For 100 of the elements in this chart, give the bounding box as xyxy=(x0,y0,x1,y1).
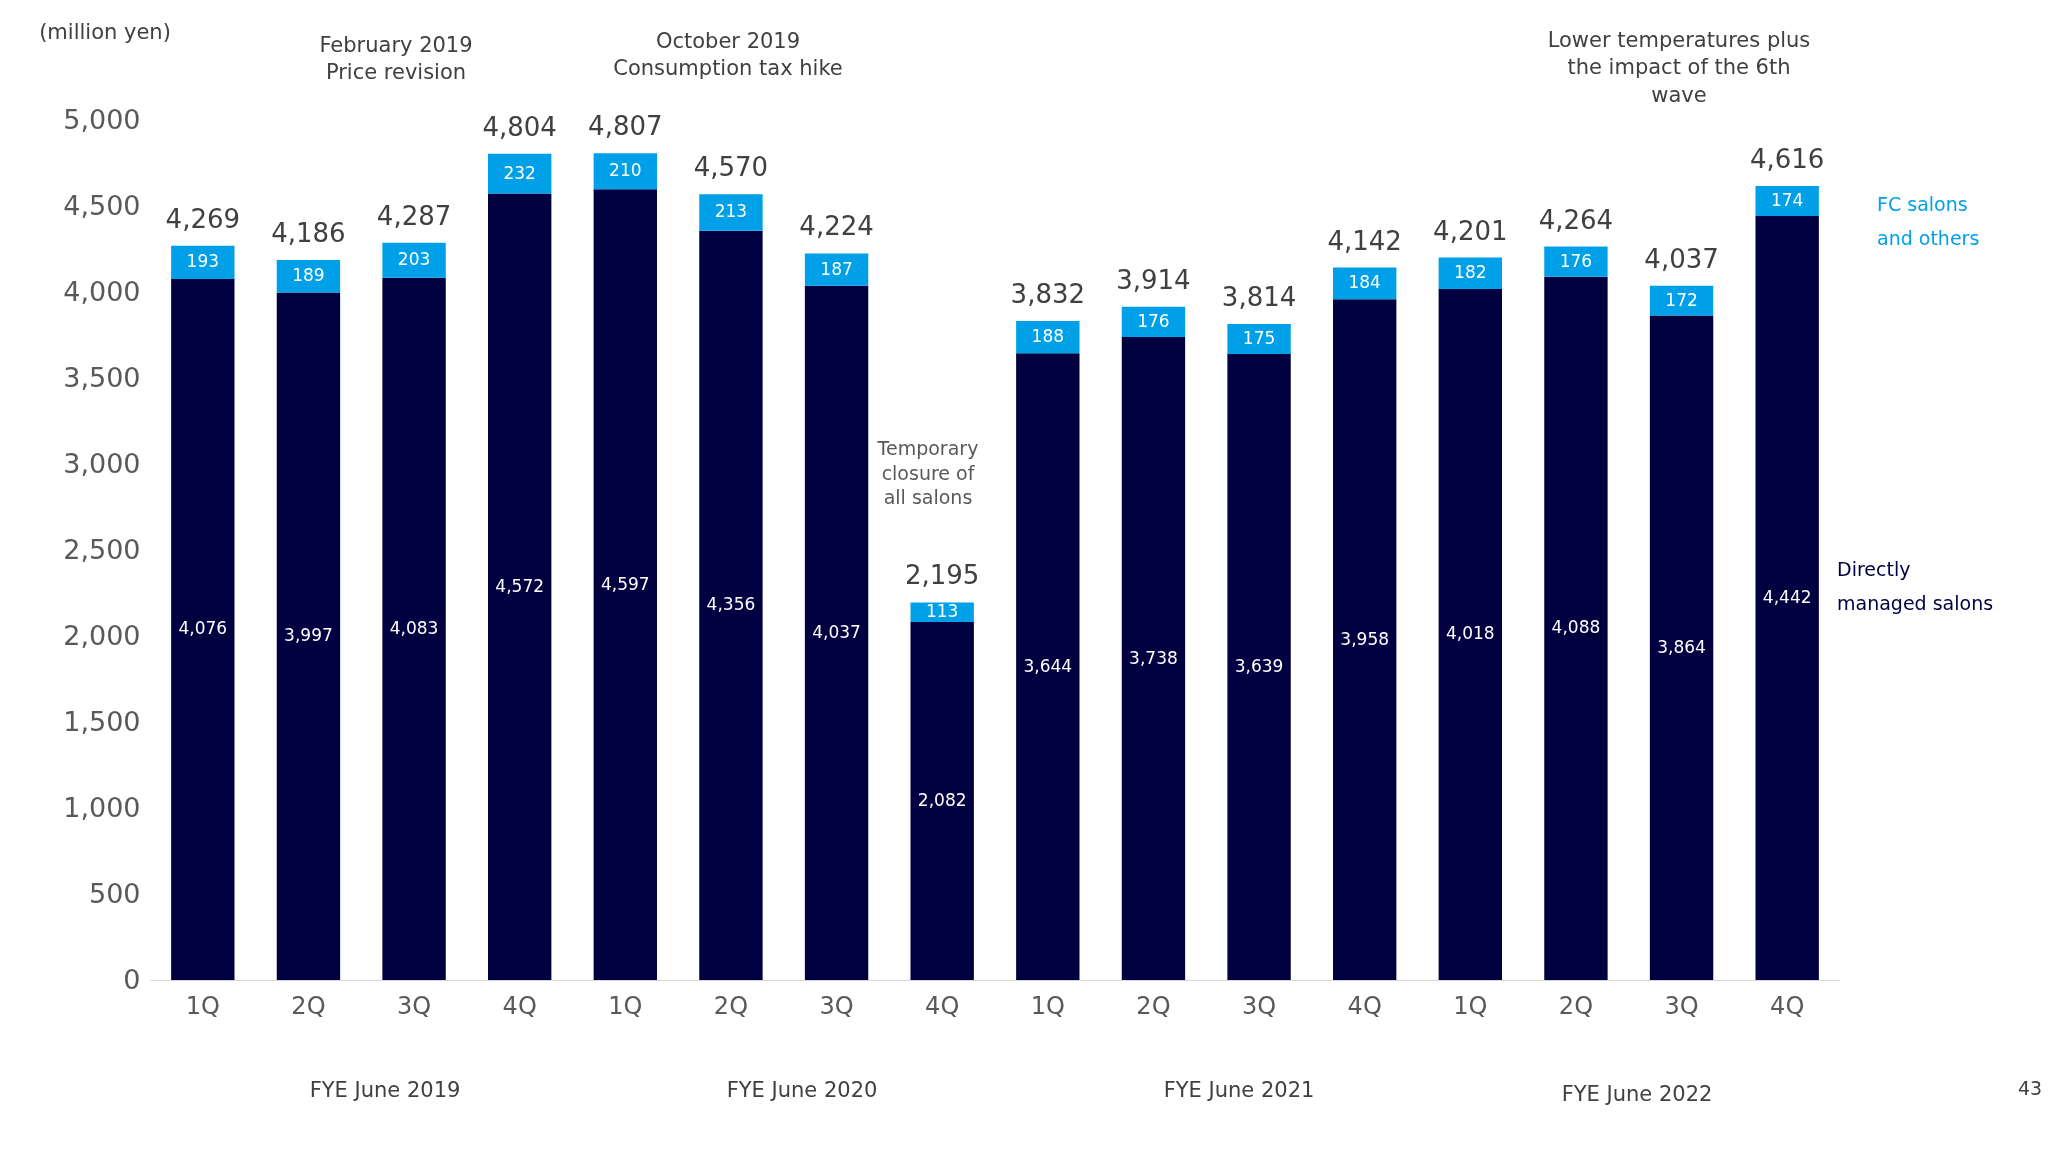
data-label: 3,997 xyxy=(284,625,333,646)
bar xyxy=(488,153,552,194)
text: February 2019 Price revision xyxy=(319,33,473,85)
data-label: 3,864 xyxy=(1657,636,1706,657)
annotation: Temporary closure of all salons xyxy=(876,437,979,509)
series-label: Directly managed salons xyxy=(1837,558,1994,614)
bar xyxy=(171,278,235,980)
data-label: 4,356 xyxy=(706,594,756,615)
y-axis-title: (million yen) xyxy=(39,20,171,44)
y-tick-label: 500 xyxy=(88,877,141,909)
total-label: 3,832 xyxy=(1010,278,1086,309)
text: Lower temperatures plus the impact of the 6th wave xyxy=(1547,28,1811,107)
total-label: 4,186 xyxy=(271,218,346,249)
total-label: 4,804 xyxy=(482,111,557,142)
y-tick-label: 1,000 xyxy=(63,791,141,823)
total-label: 4,616 xyxy=(1749,144,1825,175)
data-label: 184 xyxy=(1348,272,1381,293)
data-label: 4,037 xyxy=(812,621,861,642)
y-tick-label: 0 xyxy=(123,963,141,995)
total-label: 3,814 xyxy=(1221,281,1297,312)
bar xyxy=(699,230,763,980)
data-label: 2,082 xyxy=(917,789,967,810)
x-tick-label: 3Q xyxy=(819,991,854,1020)
bar xyxy=(1438,288,1502,980)
total-label: 4,269 xyxy=(165,203,241,234)
x-tick-label: 1Q xyxy=(185,991,220,1020)
bar xyxy=(276,260,341,293)
total-label: 4,264 xyxy=(1538,204,1614,235)
bar xyxy=(488,193,552,980)
total-label: 2,195 xyxy=(904,560,980,591)
x-tick-label: 4Q xyxy=(925,991,960,1020)
total-label: 4,570 xyxy=(693,152,769,183)
bar xyxy=(593,153,657,190)
data-label: 232 xyxy=(503,162,536,183)
y-tick-label: 4,000 xyxy=(63,275,141,307)
total-label: 4,142 xyxy=(1327,225,1402,256)
text: FC salons and others xyxy=(1877,193,1980,249)
bar xyxy=(910,621,974,980)
data-label: 189 xyxy=(292,265,325,286)
bar xyxy=(593,189,657,980)
x-tick-label: 1Q xyxy=(1030,991,1065,1020)
data-label: 182 xyxy=(1454,262,1487,283)
data-label: 193 xyxy=(186,251,220,272)
data-label: 4,076 xyxy=(178,618,228,639)
data-label: 175 xyxy=(1242,328,1276,349)
data-label: 213 xyxy=(714,201,748,222)
data-label: 113 xyxy=(925,601,959,622)
data-label: 210 xyxy=(609,160,642,181)
data-label: 4,088 xyxy=(1551,617,1601,638)
data-label: 176 xyxy=(1137,310,1170,331)
text: FYE June 2022 xyxy=(1561,1082,1713,1106)
x-tick-label: 1Q xyxy=(1453,991,1488,1020)
bar xyxy=(382,242,446,278)
text: FYE June 2019 xyxy=(309,1078,461,1102)
total-label: 4,224 xyxy=(799,211,874,242)
x-tick-label: 4Q xyxy=(1770,991,1805,1020)
bar xyxy=(699,194,763,231)
data-label: 187 xyxy=(820,258,853,279)
x-tick-label: 4Q xyxy=(1347,991,1382,1020)
data-label: 188 xyxy=(1031,326,1065,347)
data-label: 176 xyxy=(1559,250,1593,271)
data-label: 3,639 xyxy=(1234,656,1284,677)
data-label: 4,597 xyxy=(600,573,650,594)
y-tick-label: 1,500 xyxy=(63,705,141,737)
total-label: 4,807 xyxy=(588,111,663,142)
x-tick-label: 2Q xyxy=(1558,991,1594,1020)
data-label: 4,083 xyxy=(389,617,439,638)
data-label: 3,958 xyxy=(1340,628,1390,649)
y-tick-label: 2,000 xyxy=(63,619,141,651)
data-label: 4,018 xyxy=(1445,623,1495,644)
data-label: 174 xyxy=(1770,190,1804,211)
bar xyxy=(1544,246,1608,277)
bar xyxy=(804,253,869,286)
bar xyxy=(171,245,235,279)
bar xyxy=(1016,353,1080,980)
bar xyxy=(1755,186,1819,216)
text: October 2019 Consumption tax hike xyxy=(613,29,843,81)
data-label: 172 xyxy=(1665,289,1698,310)
data-label: 4,442 xyxy=(1762,586,1812,607)
x-tick-label: 3Q xyxy=(1664,991,1699,1020)
bar xyxy=(1649,315,1714,980)
x-tick-label: 1Q xyxy=(608,991,643,1020)
bar xyxy=(1333,299,1397,980)
text: FYE June 2020 xyxy=(726,1078,878,1102)
bar xyxy=(1544,276,1608,980)
bar xyxy=(1227,323,1291,355)
total-label: 4,037 xyxy=(1644,243,1719,274)
bar xyxy=(276,292,341,980)
x-tick-label: 2Q xyxy=(291,991,326,1020)
total-label: 4,287 xyxy=(376,200,452,231)
text: 43 xyxy=(2017,1077,2043,1099)
y-tick-label: 2,500 xyxy=(63,533,141,565)
x-tick-label: 2Q xyxy=(1136,991,1171,1020)
total-label: 4,201 xyxy=(1433,215,1508,246)
bar xyxy=(1121,337,1186,980)
bar xyxy=(382,277,446,980)
data-label: 203 xyxy=(397,249,431,270)
y-tick-label: 4,500 xyxy=(63,189,141,221)
bar xyxy=(804,285,869,980)
data-label: 3,644 xyxy=(1023,655,1073,676)
